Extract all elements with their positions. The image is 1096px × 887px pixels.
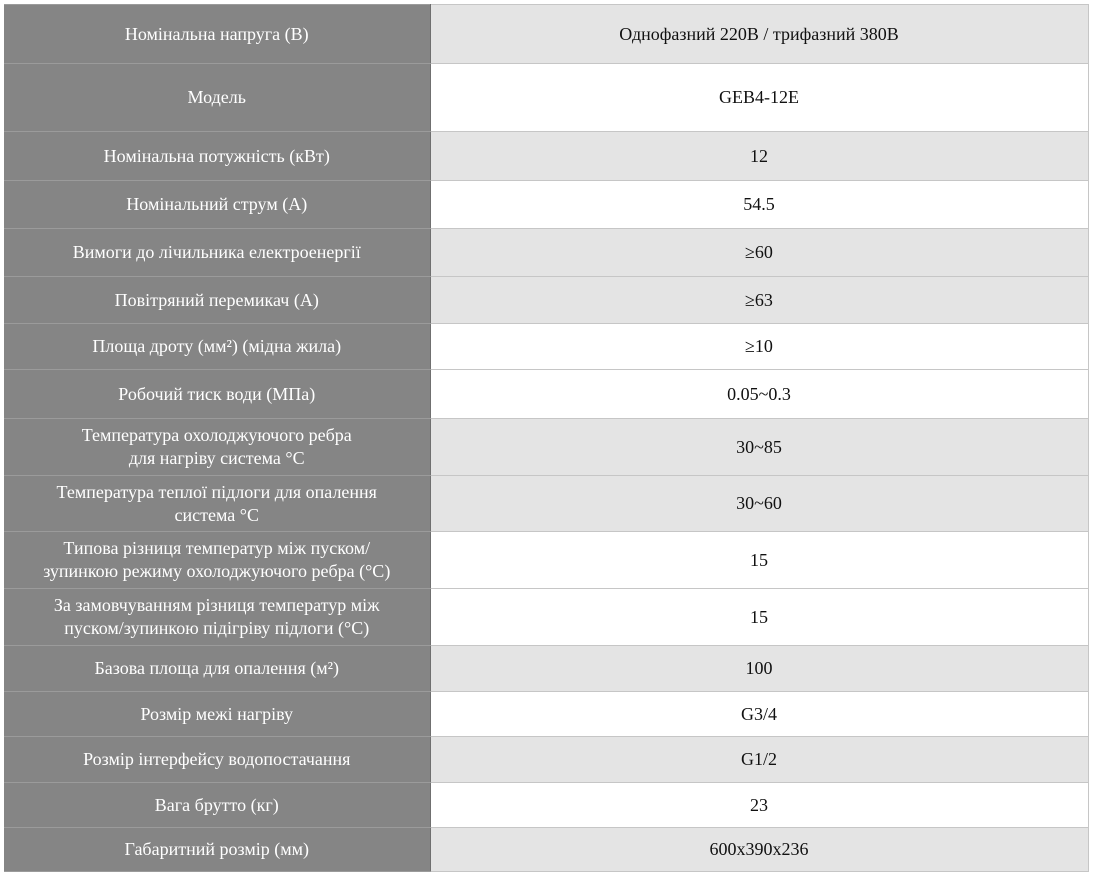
- table-row: Температура теплої підлоги для опалення …: [4, 475, 1089, 532]
- spec-label: Модель: [4, 63, 431, 132]
- table-row: Площа дроту (мм²) (мідна жила) ≥10: [4, 323, 1089, 370]
- spec-label: Номінальна потужність (кВт): [4, 131, 431, 181]
- spec-value: 15: [430, 588, 1089, 646]
- table-row: За замовчуванням різниця температур між …: [4, 588, 1089, 646]
- spec-label: Типова різниця температур між пуском/ зу…: [4, 531, 431, 589]
- table-row: Розмір межі нагріву G3/4: [4, 691, 1089, 737]
- table-row: Вимоги до лічильника електроенергії ≥60: [4, 228, 1089, 277]
- spec-value: ≥10: [430, 323, 1089, 370]
- spec-label: Робочий тиск води (МПа): [4, 369, 431, 419]
- spec-value: 23: [430, 782, 1089, 828]
- table-row: Номінальний струм (А) 54.5: [4, 180, 1089, 229]
- spec-value: 30~85: [430, 418, 1089, 476]
- spec-label: Розмір інтерфейсу водопостачання: [4, 736, 431, 783]
- specifications-table: Номінальна напруга (В) Однофазний 220В /…: [4, 4, 1089, 872]
- spec-label: Температура теплої підлоги для опалення …: [4, 475, 431, 532]
- spec-label: Розмір межі нагріву: [4, 691, 431, 737]
- table-row: Номінальна потужність (кВт) 12: [4, 131, 1089, 181]
- table-row: Робочий тиск води (МПа) 0.05~0.3: [4, 369, 1089, 419]
- spec-label: Вимоги до лічильника електроенергії: [4, 228, 431, 277]
- spec-value: 100: [430, 645, 1089, 692]
- spec-label: Вага брутто (кг): [4, 782, 431, 828]
- spec-value: ≥63: [430, 276, 1089, 324]
- spec-value: ≥60: [430, 228, 1089, 277]
- table-row: Температура охолоджуючого ребра для нагр…: [4, 418, 1089, 476]
- spec-value: 600x390x236: [430, 827, 1089, 872]
- spec-value: Однофазний 220В / трифазний 380В: [430, 4, 1089, 64]
- spec-value: 15: [430, 531, 1089, 589]
- table-row: Вага брутто (кг) 23: [4, 782, 1089, 828]
- spec-label: Площа дроту (мм²) (мідна жила): [4, 323, 431, 370]
- spec-label: Номінальний струм (А): [4, 180, 431, 229]
- spec-label: Габаритний розмір (мм): [4, 827, 431, 872]
- table-row: Габаритний розмір (мм) 600x390x236: [4, 827, 1089, 872]
- spec-value: 54.5: [430, 180, 1089, 229]
- spec-value: G1/2: [430, 736, 1089, 783]
- table-row: Номінальна напруга (В) Однофазний 220В /…: [4, 4, 1089, 64]
- table-row: Модель GEB4-12E: [4, 63, 1089, 132]
- spec-value: 30~60: [430, 475, 1089, 532]
- spec-label: За замовчуванням різниця температур між …: [4, 588, 431, 646]
- spec-value: GEB4-12E: [430, 63, 1089, 132]
- table-row: Розмір інтерфейсу водопостачання G1/2: [4, 736, 1089, 783]
- spec-label: Номінальна напруга (В): [4, 4, 431, 64]
- table-row: Типова різниця температур між пуском/ зу…: [4, 531, 1089, 589]
- table-row: Повітряний перемикач (А) ≥63: [4, 276, 1089, 324]
- table-row: Базова площа для опалення (м²) 100: [4, 645, 1089, 692]
- spec-value: G3/4: [430, 691, 1089, 737]
- spec-label: Базова площа для опалення (м²): [4, 645, 431, 692]
- spec-label: Повітряний перемикач (А): [4, 276, 431, 324]
- spec-value: 0.05~0.3: [430, 369, 1089, 419]
- spec-label: Температура охолоджуючого ребра для нагр…: [4, 418, 431, 476]
- spec-value: 12: [430, 131, 1089, 181]
